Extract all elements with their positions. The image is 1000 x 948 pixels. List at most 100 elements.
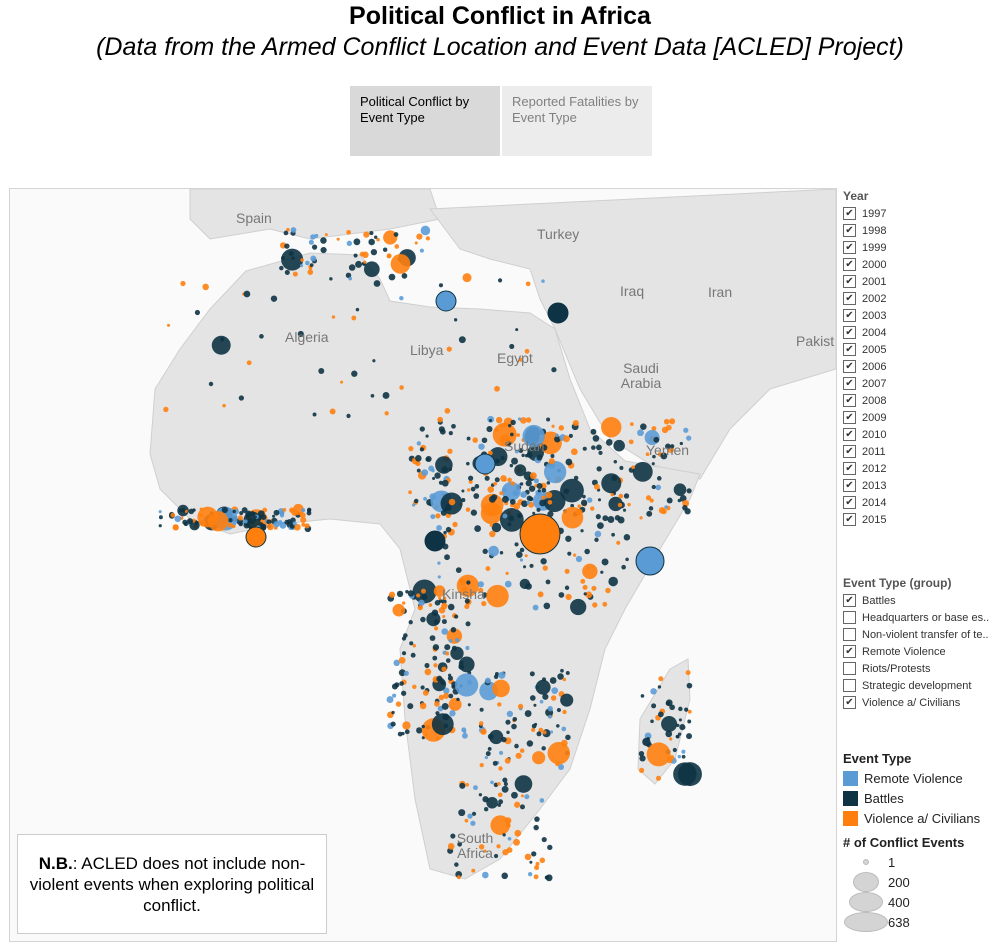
- event-marker[interactable]: [539, 798, 545, 803]
- event-marker[interactable]: [372, 359, 376, 363]
- event-marker[interactable]: [348, 264, 356, 271]
- event-marker[interactable]: [648, 506, 654, 511]
- event-marker[interactable]: [468, 479, 473, 484]
- event-marker[interactable]: [441, 628, 449, 635]
- event-marker[interactable]: [353, 238, 361, 246]
- event-marker[interactable]: [451, 645, 457, 651]
- event-marker[interactable]: [312, 412, 317, 417]
- event-marker[interactable]: [657, 685, 662, 689]
- event-marker[interactable]: [507, 423, 512, 428]
- event-marker[interactable]: [481, 592, 488, 598]
- event-marker[interactable]: [497, 702, 502, 707]
- event-marker[interactable]: [421, 724, 425, 729]
- event-marker[interactable]: [436, 675, 443, 682]
- event-marker[interactable]: [437, 416, 444, 423]
- event-marker[interactable]: [658, 711, 664, 718]
- event-marker[interactable]: [513, 838, 520, 846]
- event-marker[interactable]: [526, 740, 534, 747]
- event-marker[interactable]: [437, 575, 441, 579]
- event-marker[interactable]: [408, 620, 413, 625]
- event-marker[interactable]: [522, 424, 545, 448]
- event-marker[interactable]: [390, 721, 396, 727]
- event-marker[interactable]: [514, 449, 519, 454]
- event-marker[interactable]: [646, 510, 653, 517]
- event-marker[interactable]: [679, 495, 687, 502]
- event-marker[interactable]: [601, 558, 609, 566]
- event-marker[interactable]: [511, 791, 518, 799]
- event-marker[interactable]: [368, 238, 375, 246]
- event-marker[interactable]: [478, 721, 484, 726]
- event-marker[interactable]: [415, 454, 422, 462]
- event-marker[interactable]: [637, 429, 644, 437]
- event-marker[interactable]: [499, 434, 511, 446]
- event-marker[interactable]: [449, 710, 456, 717]
- event-marker[interactable]: [655, 484, 662, 491]
- event-marker[interactable]: [503, 478, 507, 482]
- event-marker[interactable]: [446, 346, 452, 352]
- filter-option[interactable]: ✔ 1998: [843, 222, 886, 239]
- event-marker[interactable]: [259, 334, 264, 339]
- checkbox[interactable]: ✔: [843, 292, 856, 305]
- event-marker[interactable]: [535, 861, 540, 866]
- event-marker[interactable]: [445, 658, 451, 663]
- event-marker[interactable]: [514, 801, 521, 808]
- checkbox[interactable]: ✔: [843, 377, 856, 390]
- event-marker[interactable]: [239, 510, 244, 516]
- event-marker[interactable]: [629, 422, 634, 427]
- event-marker[interactable]: [232, 509, 236, 514]
- event-marker[interactable]: [447, 603, 455, 611]
- event-marker[interactable]: [483, 806, 489, 812]
- event-marker[interactable]: [450, 833, 456, 839]
- event-marker[interactable]: [457, 841, 463, 847]
- event-marker[interactable]: [443, 723, 449, 729]
- event-marker[interactable]: [391, 710, 395, 715]
- event-marker[interactable]: [253, 515, 257, 519]
- event-marker[interactable]: [673, 762, 697, 786]
- event-marker[interactable]: [519, 513, 561, 555]
- event-marker[interactable]: [600, 570, 604, 574]
- event-marker[interactable]: [505, 571, 509, 575]
- event-marker[interactable]: [524, 794, 530, 800]
- event-marker[interactable]: [591, 445, 596, 450]
- event-marker[interactable]: [436, 524, 442, 531]
- event-marker[interactable]: [466, 580, 471, 585]
- event-marker[interactable]: [445, 504, 452, 511]
- event-marker[interactable]: [627, 502, 631, 507]
- event-marker[interactable]: [401, 601, 406, 605]
- event-marker[interactable]: [661, 715, 678, 733]
- event-marker[interactable]: [465, 782, 470, 787]
- event-marker[interactable]: [172, 524, 179, 531]
- event-marker[interactable]: [524, 710, 532, 717]
- event-marker[interactable]: [402, 721, 411, 730]
- event-marker[interactable]: [519, 748, 525, 753]
- event-marker[interactable]: [250, 521, 254, 525]
- event-marker[interactable]: [284, 519, 290, 525]
- event-marker[interactable]: [454, 614, 459, 619]
- event-marker[interactable]: [320, 246, 327, 254]
- event-marker[interactable]: [646, 742, 671, 767]
- event-marker[interactable]: [304, 523, 310, 529]
- event-marker[interactable]: [336, 237, 340, 241]
- event-marker[interactable]: [516, 433, 521, 437]
- event-marker[interactable]: [541, 746, 546, 751]
- legend-item[interactable]: Remote Violence: [843, 768, 980, 788]
- event-marker[interactable]: [456, 697, 460, 702]
- event-marker[interactable]: [451, 423, 456, 429]
- event-marker[interactable]: [432, 655, 438, 661]
- event-marker[interactable]: [382, 392, 390, 399]
- checkbox[interactable]: ✔: [843, 275, 856, 288]
- event-marker[interactable]: [573, 553, 577, 557]
- event-marker[interactable]: [238, 395, 245, 401]
- event-marker[interactable]: [420, 685, 425, 690]
- event-marker[interactable]: [486, 426, 493, 433]
- event-marker[interactable]: [419, 447, 425, 452]
- event-marker[interactable]: [510, 481, 515, 486]
- event-marker[interactable]: [582, 446, 587, 451]
- event-marker[interactable]: [410, 652, 416, 658]
- event-marker[interactable]: [666, 756, 673, 764]
- event-marker[interactable]: [610, 492, 614, 497]
- event-marker[interactable]: [433, 619, 440, 625]
- event-marker[interactable]: [558, 764, 565, 770]
- event-marker[interactable]: [194, 309, 201, 316]
- event-marker[interactable]: [163, 406, 169, 413]
